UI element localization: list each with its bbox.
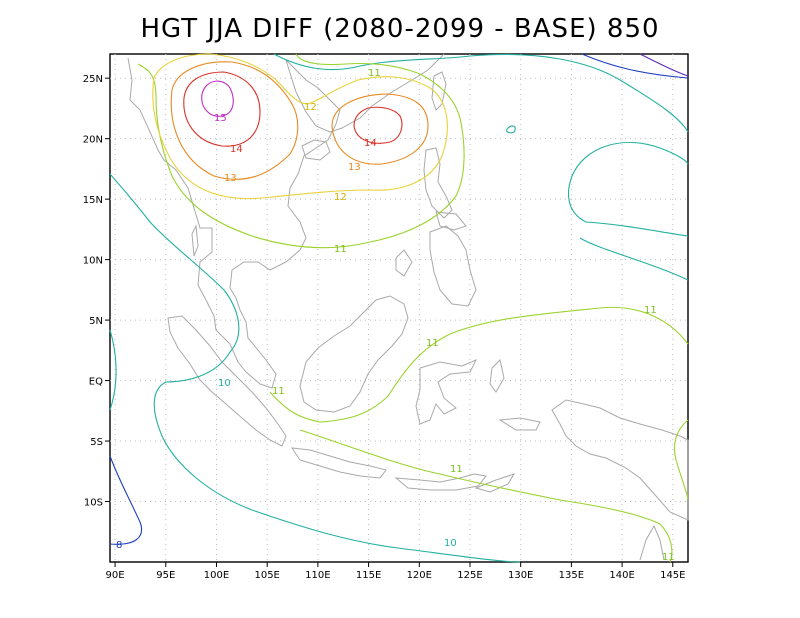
contour-label-14-east: 14 [364, 138, 377, 149]
coast-timor [474, 473, 516, 493]
y-tick-label: EQ [89, 377, 103, 388]
contour-13-west [170, 61, 299, 180]
coast-australia [639, 524, 665, 561]
contour-11-southeast [299, 429, 673, 563]
map-title: HGT JJA DIFF (2080-2099 - BASE) 850 [140, 14, 660, 44]
contour-label-10-west: 10 [218, 378, 231, 389]
coast-andaman [191, 224, 199, 257]
contour-lines [109, 53, 689, 563]
axis-ticks: 90E 95E 100E 105E 110E 115E 120E 125E 130E 135E 14… [83, 74, 686, 581]
contour-8-southwest [109, 455, 142, 545]
contour-label-15: 15 [214, 113, 227, 124]
contour-12 [152, 53, 448, 200]
coast-java [290, 447, 387, 479]
coast-taiwan [431, 71, 447, 111]
contour-10-west [109, 173, 521, 563]
contour-8-east-b [639, 53, 689, 77]
coast-sulawesi [415, 359, 478, 425]
contour-label-11-east: 11 [644, 305, 657, 316]
coast-moluccas [489, 359, 505, 393]
y-tick-label: 20N [83, 135, 103, 146]
contour-labels: 15 14 14 13 13 12 12 11 11 11 11 11 11 1… [116, 68, 675, 563]
contour-13-east [331, 93, 429, 165]
x-tick-label: 115E [356, 570, 381, 581]
x-tick-label: 100E [204, 570, 229, 581]
coast-palawan [395, 249, 413, 277]
coast-mindanao [429, 225, 477, 307]
contour-label-13-west: 13 [224, 173, 237, 184]
contour-8-east [581, 53, 689, 79]
x-tick-label: 95E [156, 570, 175, 581]
contour-label-12-north: 12 [304, 102, 317, 113]
y-tick-label: 5S [90, 437, 103, 448]
coast-lesser-sunda [394, 473, 487, 491]
contour-11-north [137, 53, 465, 249]
x-tick-label: 125E [457, 570, 482, 581]
coastlines [127, 53, 689, 561]
contour-10-east-b [579, 237, 689, 281]
y-tick-label: 10S [84, 498, 103, 509]
x-tick-label: 130E [508, 570, 533, 581]
contour-14-east [353, 106, 403, 144]
coast-new-guinea [551, 399, 689, 521]
x-tick-label: 120E [407, 570, 432, 581]
contour-label-11-java: 11 [450, 464, 463, 475]
x-tick-label: 110E [305, 570, 330, 581]
y-tick-label: 25N [83, 74, 103, 85]
coast-borneo [299, 295, 409, 413]
contour-10-small [506, 125, 516, 134]
x-tick-label: 145E [660, 570, 685, 581]
coast-luzon [423, 147, 453, 219]
y-tick-label: 15N [83, 195, 103, 206]
contour-10-far-west [109, 329, 117, 411]
contour-10-north [273, 53, 689, 133]
coast-indochina [127, 57, 341, 389]
contour-label-11-sumatra: 11 [272, 386, 285, 397]
y-tick-label: 5N [89, 316, 103, 327]
x-tick-label: 135E [559, 570, 584, 581]
x-tick-label: 105E [254, 570, 279, 581]
contour-label-11-mid: 11 [334, 244, 347, 255]
contour-label-13-east: 13 [348, 162, 361, 173]
contour-11-east-edge [673, 419, 689, 501]
plot-frame [109, 53, 689, 563]
coast-sumatra [167, 315, 287, 447]
x-tick-label: 140E [609, 570, 634, 581]
contour-14-west [183, 71, 261, 147]
contour-label-12-south: 12 [334, 192, 347, 203]
contour-15 [201, 80, 234, 117]
contour-11-south [269, 306, 689, 423]
contour-label-14-west: 14 [230, 144, 243, 155]
y-tick-label: 10N [83, 256, 103, 267]
contour-label-11-corner: 11 [662, 552, 675, 563]
coast-seram [498, 417, 541, 431]
x-tick-label: 90E [106, 570, 125, 581]
coast-visayas [435, 211, 467, 231]
contour-label-10-south: 10 [444, 538, 457, 549]
coast-china [285, 53, 445, 133]
contour-label-11-north: 11 [368, 68, 381, 79]
contour-label-8: 8 [116, 540, 122, 551]
coast-hainan [301, 139, 331, 161]
contour-label-11-south: 11 [426, 338, 439, 349]
contour-10-east [567, 141, 689, 237]
